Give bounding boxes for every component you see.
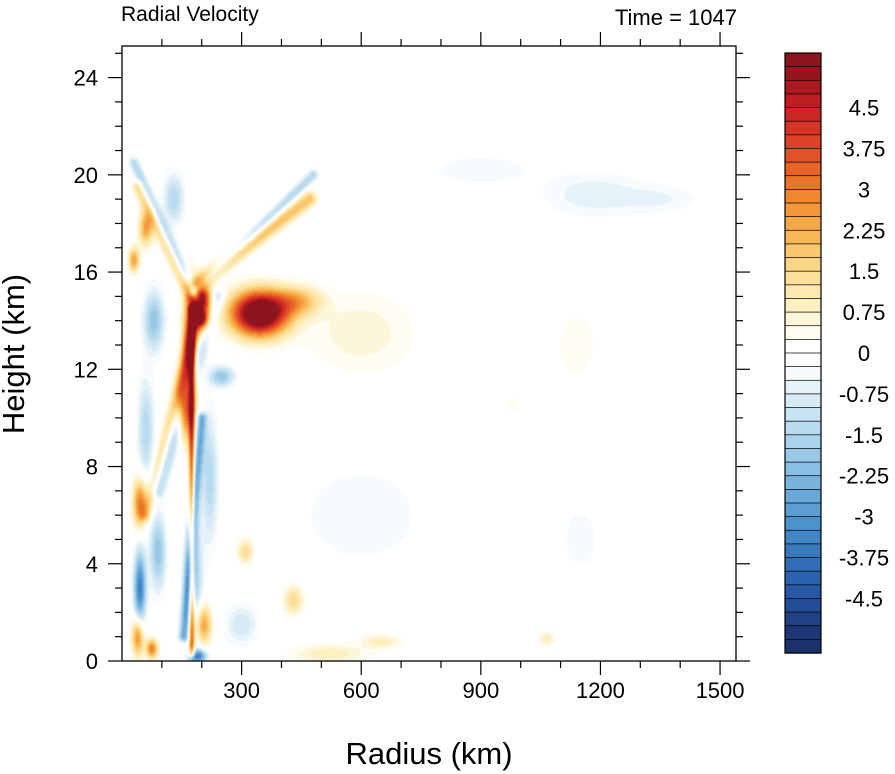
colorbar-box [784, 379, 822, 395]
colorbar-label: 0 [858, 341, 870, 366]
colorbar-box [784, 434, 822, 450]
y-axis: 0 4 8 12 16 20 24 [74, 52, 750, 674]
colorbar-box [784, 461, 822, 477]
colorbar-box [784, 339, 822, 354]
colorbar-box [784, 243, 822, 259]
colorbar-box [784, 52, 822, 68]
colorbar-box [784, 120, 822, 136]
colorbar-box [784, 229, 822, 245]
colorbar-box [784, 366, 822, 381]
colorbar-box [784, 475, 822, 491]
colorbar-label: 4.5 [849, 96, 880, 121]
y-tick-label: 4 [86, 552, 98, 577]
colorbar: 4.5 3.75 3 2.25 1.5 0.75 0 -0.75 -1.5 -2.25 -3 -3.7… [784, 52, 889, 654]
colorbar-label: 3 [858, 177, 870, 202]
colorbar-frame [784, 52, 822, 654]
colorbar-label: -4.5 [845, 586, 883, 611]
colorbar-box [784, 407, 822, 422]
colorbar-box [784, 489, 822, 504]
colorbar-box [784, 311, 822, 327]
colorbar-label: 2.25 [843, 218, 886, 243]
colorbar-box [784, 66, 822, 81]
y-tick-label: 8 [86, 455, 98, 480]
y-tick-label: 12 [74, 357, 98, 382]
colorbar-box [784, 298, 822, 313]
colorbar-label: 3.75 [843, 136, 886, 161]
y-axis-label: Height (km) [0, 274, 31, 434]
colorbar-box [784, 393, 822, 409]
heatmap-image [122, 46, 736, 661]
colorbar-label: -3.75 [839, 546, 889, 571]
colorbar-box [784, 420, 822, 436]
colorbar-box [784, 448, 822, 463]
colorbar-label: -2.25 [839, 464, 889, 489]
colorbar-box [784, 202, 822, 218]
colorbar-box [784, 79, 822, 95]
plot-area [121, 45, 737, 662]
colorbar-box [784, 325, 822, 341]
x-tick-label: 600 [343, 678, 380, 703]
colorbar-label: 1.5 [849, 259, 880, 284]
colorbar-box [784, 639, 822, 654]
chart-title-right: Time = 1047 [615, 5, 737, 30]
colorbar-box [784, 584, 822, 600]
colorbar-label: -1.5 [845, 423, 883, 448]
y-tick-label: 16 [74, 260, 98, 285]
x-tick-label: 1500 [696, 678, 745, 703]
colorbar-box [784, 161, 822, 177]
colorbar-box [784, 529, 822, 545]
colorbar-box [784, 216, 822, 231]
colorbar-box [784, 134, 822, 150]
colorbar-box [784, 270, 822, 286]
colorbar-box [784, 598, 822, 613]
x-axis: 300 600 900 1200 1500 [161, 32, 745, 703]
colorbar-box [784, 570, 822, 586]
colorbar-box [784, 175, 822, 191]
colorbar-box [784, 352, 822, 368]
y-tick-label: 24 [74, 66, 98, 91]
colorbar-label: -0.75 [839, 382, 889, 407]
colorbar-box [784, 557, 822, 572]
y-tick-label: 20 [74, 163, 98, 188]
colorbar-box [784, 148, 822, 163]
colorbar-box [784, 611, 822, 627]
x-tick-label: 300 [223, 678, 260, 703]
plot-frame [121, 45, 737, 662]
x-tick-label: 900 [462, 678, 499, 703]
colorbar-label: 0.75 [843, 300, 886, 325]
chart-title-left: Radial Velocity [121, 3, 259, 26]
x-axis-label: Radius (km) [345, 736, 512, 771]
colorbar-box [784, 189, 822, 204]
colorbar-label: -3 [854, 505, 874, 530]
colorbar-box [784, 502, 822, 518]
colorbar-box [784, 625, 822, 641]
colorbar-box [784, 93, 822, 109]
colorbar-box [784, 284, 822, 300]
colorbar-box [784, 107, 822, 122]
colorbar-box [784, 516, 822, 531]
y-tick-label: 0 [86, 649, 98, 674]
colorbar-box [784, 257, 822, 272]
colorbar-box [784, 543, 822, 559]
x-tick-label: 1200 [576, 678, 625, 703]
